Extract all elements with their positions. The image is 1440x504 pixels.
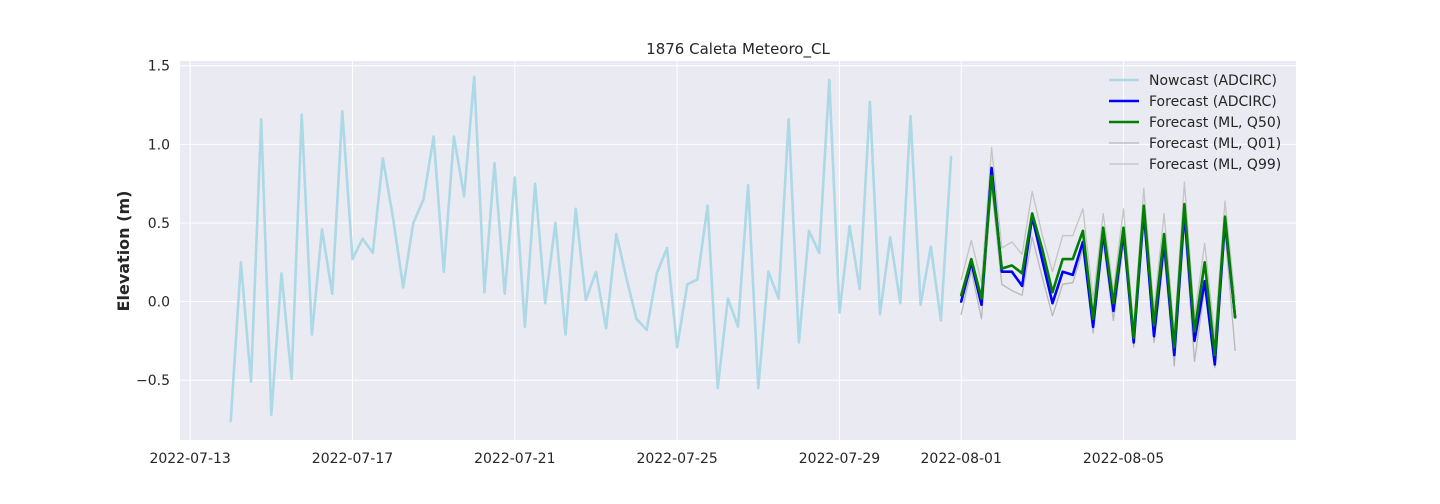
grid — [180, 61, 1296, 440]
x-tick-label: 2022-07-13 — [149, 451, 230, 467]
legend-label: Forecast (ML, Q01) — [1149, 136, 1281, 152]
plot-background — [180, 61, 1296, 440]
x-tick-label: 2022-07-17 — [312, 451, 393, 467]
x-axis-ticks: 2022-07-13 2022-07-17 2022-07-21 2022-07-25… — [149, 451, 1164, 467]
y-axis-label: Elevation (m) — [114, 191, 133, 312]
series-line-nowcast — [229, 75, 953, 423]
y-tick-label: 1.0 — [148, 137, 170, 153]
y-axis-ticks: −0.5 0.0 0.5 1.0 1.5 — [136, 59, 170, 390]
legend-label: Nowcast (ADCIRC) — [1149, 73, 1277, 89]
series-line-forecast-q99 — [960, 146, 1236, 337]
y-tick-label: 0.5 — [148, 216, 170, 232]
y-tick-label: −0.5 — [136, 373, 170, 389]
x-tick-label: 2022-08-05 — [1083, 451, 1164, 467]
legend-label: Forecast (ML, Q99) — [1149, 157, 1281, 173]
legend: Nowcast (ADCIRC) Forecast (ADCIRC) Forecas… — [1109, 73, 1281, 173]
x-tick-label: 2022-07-21 — [474, 451, 555, 467]
legend-label: Forecast (ADCIRC) — [1149, 94, 1277, 110]
series-layer — [229, 75, 1237, 423]
series-line-forecast-q50 — [959, 174, 1237, 357]
x-tick-label: 2022-08-01 — [921, 451, 1002, 467]
x-tick-label: 2022-07-29 — [799, 451, 880, 467]
y-tick-label: 1.5 — [148, 59, 170, 75]
y-tick-label: 0.0 — [148, 295, 170, 311]
chart-title: 1876 Caleta Meteoro_CL — [646, 40, 830, 59]
legend-label: Forecast (ML, Q50) — [1149, 115, 1281, 131]
x-tick-label: 2022-07-25 — [636, 451, 717, 467]
